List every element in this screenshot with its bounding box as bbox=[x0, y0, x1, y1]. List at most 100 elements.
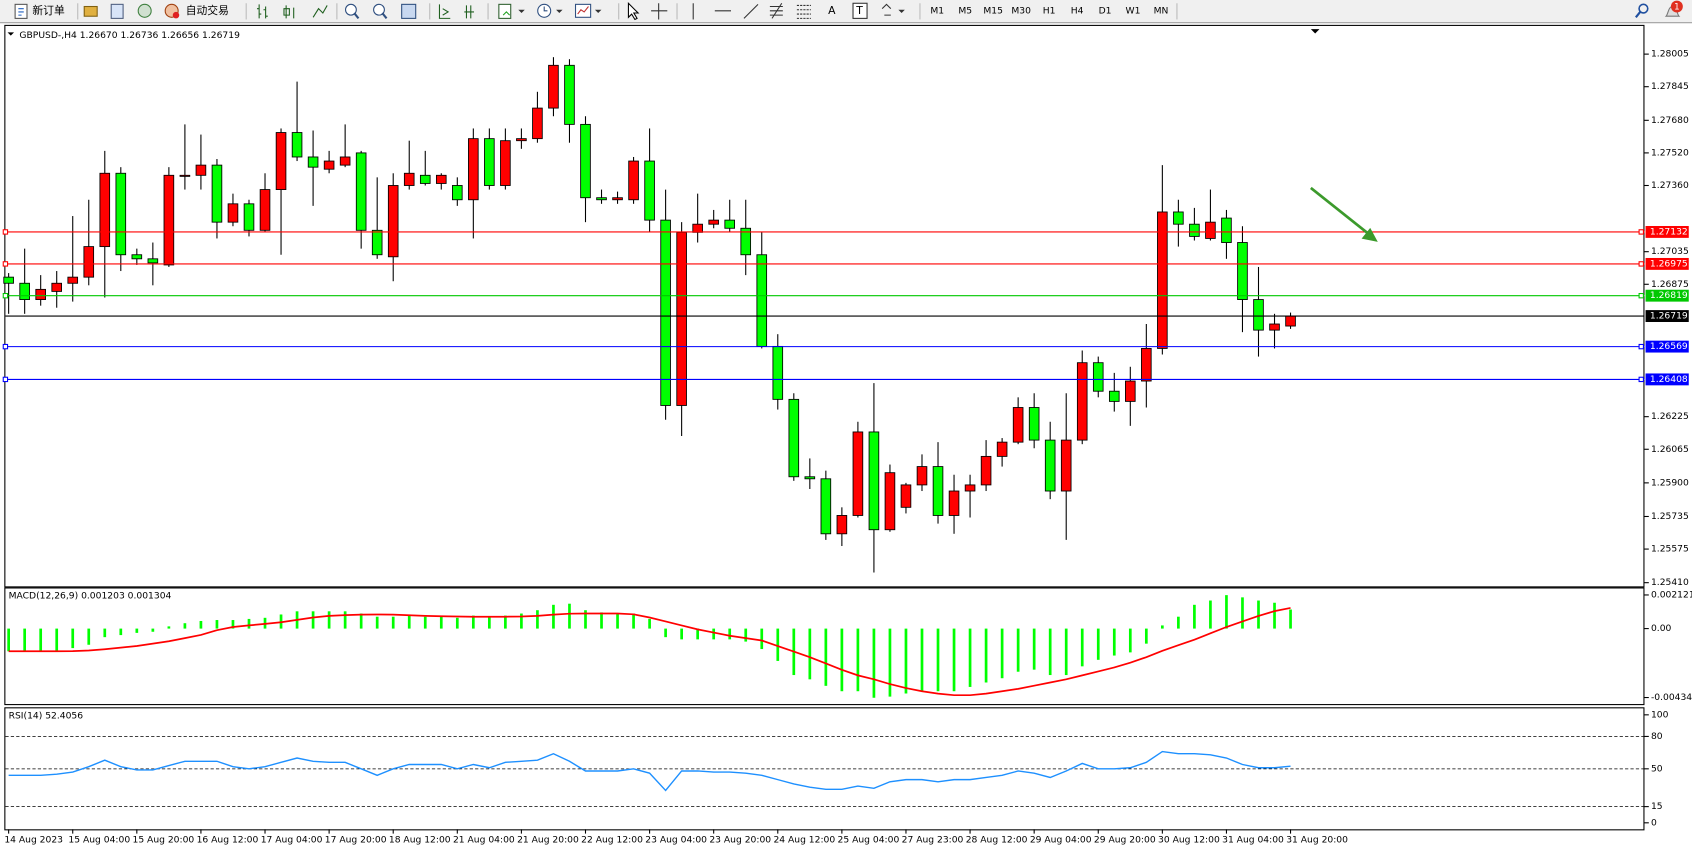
candle-body bbox=[227, 203, 239, 223]
candle-body bbox=[980, 455, 992, 486]
trendline-tool[interactable] bbox=[743, 3, 759, 19]
notification-badge bbox=[1670, 0, 1683, 13]
icon[interactable] bbox=[83, 5, 98, 17]
y-tick-label: -0.004348 bbox=[1651, 692, 1692, 703]
candle-body bbox=[852, 431, 864, 516]
price-label-box bbox=[1645, 310, 1689, 322]
icon[interactable] bbox=[137, 3, 152, 18]
candle-body bbox=[131, 254, 143, 260]
icon[interactable] bbox=[401, 3, 417, 19]
timeframe-button[interactable]: H1 bbox=[1043, 5, 1056, 16]
dropdown[interactable] bbox=[898, 9, 905, 13]
price-label: 1.26719 bbox=[1650, 311, 1688, 322]
fibonacci-tool[interactable] bbox=[796, 4, 811, 19]
x-tick-label: 31 Aug 20:00 bbox=[1286, 835, 1348, 846]
line-handle bbox=[1638, 343, 1644, 350]
candle-body bbox=[452, 185, 463, 201]
new-order-button[interactable]: 新订单 bbox=[14, 3, 65, 19]
x-tick-label: 28 Aug 12:00 bbox=[966, 835, 1028, 846]
label-tool-frame[interactable] bbox=[852, 2, 868, 19]
icon[interactable] bbox=[110, 3, 124, 19]
icon[interactable] bbox=[283, 5, 295, 19]
line-handle bbox=[1638, 292, 1644, 299]
text-tool[interactable]: A bbox=[828, 4, 836, 17]
x-tick-label: 29 Aug 20:00 bbox=[1094, 835, 1156, 846]
timeframe-button[interactable]: M15 bbox=[983, 5, 1003, 16]
icon[interactable] bbox=[344, 3, 357, 16]
annotation-arrow bbox=[1310, 186, 1378, 242]
button-label: 自动交易 bbox=[186, 4, 229, 17]
line-handle bbox=[2, 261, 9, 267]
icon[interactable] bbox=[498, 3, 512, 19]
crosshair-tool[interactable] bbox=[651, 3, 668, 20]
x-tick-label: 25 Aug 04:00 bbox=[838, 835, 900, 846]
chart-shift-marker[interactable] bbox=[1310, 29, 1320, 34]
y-tick-label: 0.002121 bbox=[1651, 589, 1692, 600]
timeframe-button[interactable]: MN bbox=[1154, 5, 1169, 16]
auto-trading-button[interactable]: 自动交易 bbox=[164, 3, 229, 19]
timeframe-button[interactable]: M30 bbox=[1011, 5, 1031, 16]
candle-body bbox=[932, 466, 944, 516]
timeframe-button[interactable]: W1 bbox=[1126, 5, 1141, 16]
timeframe-button[interactable]: H4 bbox=[1071, 5, 1084, 16]
y-tick-label: 1.25410 bbox=[1651, 577, 1689, 588]
timeframe-button[interactable]: D1 bbox=[1099, 5, 1112, 16]
x-tick-label: 23 Aug 04:00 bbox=[645, 835, 707, 846]
candle-body bbox=[1205, 221, 1216, 239]
timeframe-button[interactable]: M5 bbox=[958, 5, 972, 16]
line-handle bbox=[1638, 261, 1644, 267]
dropdown[interactable] bbox=[594, 9, 602, 13]
y-tick-label: 15 bbox=[1651, 801, 1663, 812]
icon[interactable] bbox=[312, 5, 328, 18]
cursor-tool[interactable] bbox=[627, 1, 640, 21]
candle-body bbox=[371, 229, 383, 256]
candle-body bbox=[612, 197, 623, 201]
icon[interactable] bbox=[373, 3, 385, 16]
price-label-box bbox=[1645, 225, 1689, 238]
y-tick-label: 1.25900 bbox=[1651, 477, 1689, 488]
candle-body bbox=[900, 484, 912, 508]
candle-body bbox=[868, 431, 880, 531]
y-tick-label: 1.27035 bbox=[1651, 246, 1689, 257]
timeframe-button[interactable]: M1 bbox=[930, 5, 944, 16]
candle-body bbox=[708, 219, 719, 225]
y-tick-label: 1.28005 bbox=[1651, 49, 1689, 60]
price-label-box bbox=[1645, 373, 1689, 386]
candle-body bbox=[1189, 223, 1200, 237]
candle-body bbox=[387, 185, 399, 258]
search-icon[interactable] bbox=[1638, 3, 1649, 14]
channel-tool[interactable] bbox=[769, 2, 783, 19]
candle-body bbox=[484, 138, 495, 186]
icon[interactable] bbox=[464, 5, 475, 19]
icon bbox=[18, 8, 24, 16]
candle-body bbox=[323, 160, 335, 170]
candle-body bbox=[1012, 407, 1024, 443]
dropdown[interactable] bbox=[518, 9, 525, 13]
candle-body bbox=[532, 107, 543, 140]
y-tick-label: 1.27680 bbox=[1651, 115, 1689, 126]
candle-body bbox=[1237, 242, 1248, 300]
x-tick-label: 17 Aug 20:00 bbox=[325, 835, 387, 846]
candle-body bbox=[548, 64, 559, 109]
icon[interactable] bbox=[438, 4, 451, 19]
icon[interactable] bbox=[256, 4, 268, 19]
arrows-tool[interactable] bbox=[881, 3, 892, 16]
candle-body bbox=[948, 490, 960, 516]
candle-body bbox=[1141, 348, 1152, 382]
candle-body bbox=[564, 64, 575, 125]
label-tool[interactable]: T bbox=[855, 4, 863, 17]
candle-body bbox=[115, 172, 127, 256]
candle-body bbox=[660, 219, 671, 406]
candle-body bbox=[1253, 299, 1264, 331]
y-tick-label: 1.25735 bbox=[1651, 511, 1689, 522]
dropdown[interactable] bbox=[556, 9, 563, 13]
panel-title: GBPUSD-,H4 1.26670 1.26736 1.26656 1.267… bbox=[19, 30, 240, 41]
candle-body bbox=[468, 138, 479, 201]
price-label: 1.26975 bbox=[1650, 258, 1688, 269]
line-handle bbox=[1638, 376, 1644, 383]
candle-body bbox=[1125, 380, 1136, 402]
candle-body bbox=[500, 140, 511, 186]
panel-title: MACD(12,26,9) 0.001203 0.001304 bbox=[9, 591, 172, 602]
icon bbox=[172, 11, 180, 19]
candle-body bbox=[916, 466, 928, 486]
